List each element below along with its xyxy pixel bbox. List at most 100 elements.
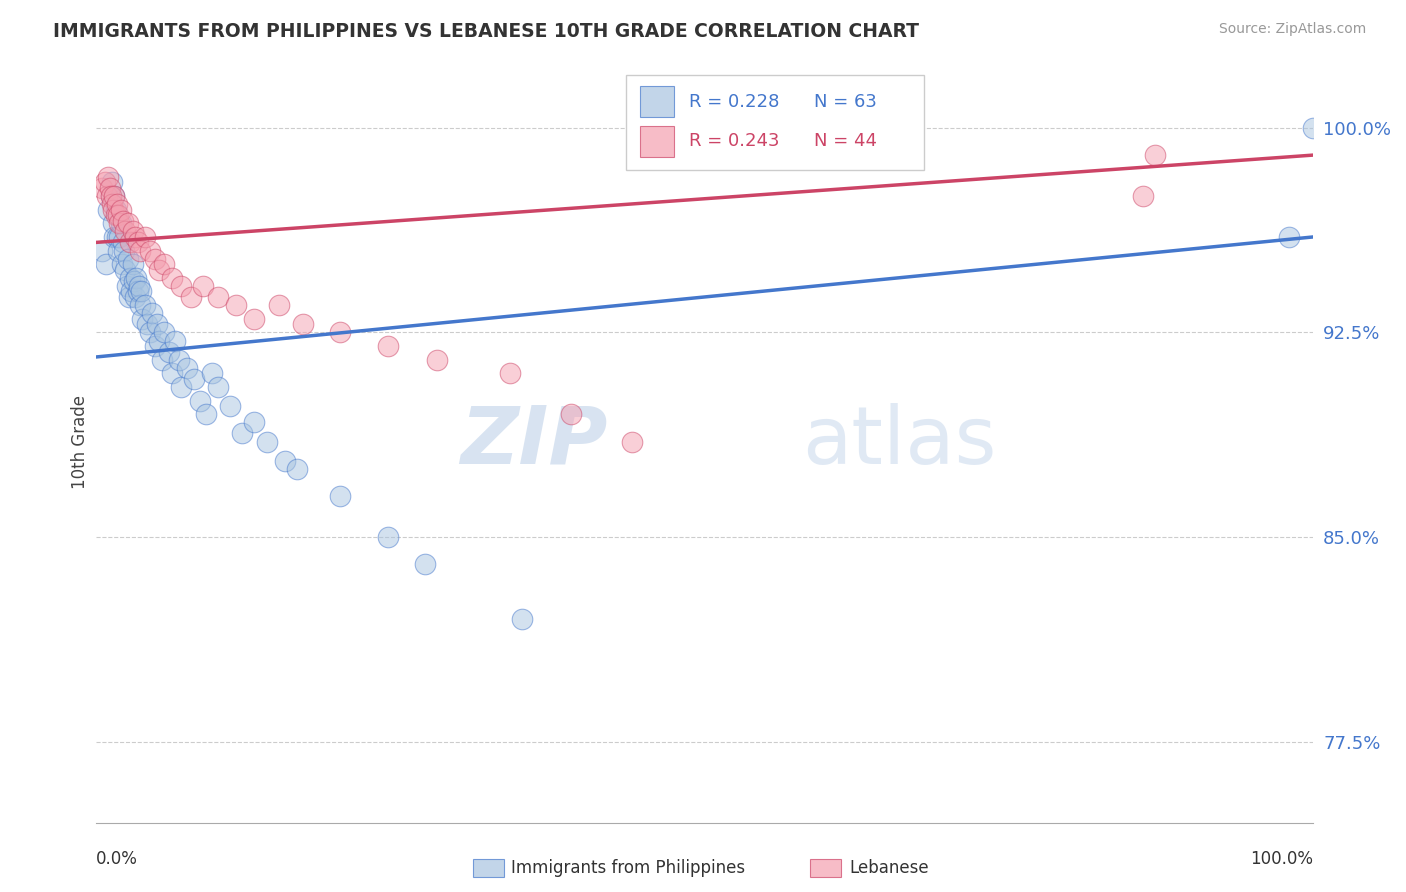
Point <box>153 257 176 271</box>
Text: R = 0.243: R = 0.243 <box>689 132 779 151</box>
Text: IMMIGRANTS FROM PHILIPPINES VS LEBANESE 10TH GRADE CORRELATION CHART: IMMIGRANTS FROM PHILIPPINES VS LEBANESE … <box>53 22 920 41</box>
Point <box>138 244 160 258</box>
Point <box>1302 120 1324 135</box>
Point <box>98 181 121 195</box>
Point <box>105 230 128 244</box>
Text: ZIP: ZIP <box>460 402 607 481</box>
Text: N = 44: N = 44 <box>814 132 877 151</box>
Point <box>499 367 522 381</box>
Point <box>100 189 122 203</box>
Point <box>111 213 134 227</box>
Point <box>121 285 143 299</box>
Text: Immigrants from Philippines: Immigrants from Philippines <box>510 859 745 877</box>
Text: Lebanese: Lebanese <box>849 859 929 877</box>
Text: 0.0%: 0.0% <box>96 850 138 868</box>
Point <box>103 230 125 244</box>
Point <box>1278 230 1301 244</box>
Point <box>108 230 131 244</box>
Point <box>114 262 136 277</box>
Point <box>148 334 170 348</box>
Point <box>131 311 153 326</box>
Point <box>138 326 160 340</box>
Point <box>292 317 315 331</box>
Point <box>377 339 399 353</box>
Point <box>101 197 124 211</box>
Point <box>108 216 131 230</box>
Point <box>110 202 132 217</box>
Text: R = 0.228: R = 0.228 <box>689 93 779 111</box>
Point <box>150 352 173 367</box>
Point <box>103 189 125 203</box>
Point <box>121 224 143 238</box>
Point <box>170 380 193 394</box>
Point <box>110 216 132 230</box>
Point <box>104 202 127 217</box>
Point <box>111 257 134 271</box>
Point <box>134 230 156 244</box>
Text: N = 63: N = 63 <box>814 93 877 111</box>
Point <box>194 407 217 421</box>
Point <box>125 270 148 285</box>
Bar <box>640 126 675 157</box>
Point <box>134 298 156 312</box>
Point <box>93 175 115 189</box>
Point <box>129 285 152 299</box>
Point <box>127 285 149 299</box>
Point <box>219 399 242 413</box>
Text: atlas: atlas <box>801 402 997 481</box>
Point <box>104 208 127 222</box>
Point <box>111 235 134 250</box>
Point <box>167 352 190 367</box>
Point <box>120 270 142 285</box>
Point <box>148 262 170 277</box>
Point <box>129 298 152 312</box>
Point <box>128 279 150 293</box>
Point <box>122 274 145 288</box>
Point <box>129 244 152 258</box>
Point <box>146 317 169 331</box>
Point <box>225 298 247 312</box>
Point <box>107 208 129 222</box>
Point <box>103 202 125 217</box>
Point <box>117 252 139 266</box>
Point <box>165 334 187 348</box>
Point <box>329 489 352 503</box>
Point <box>256 434 278 449</box>
Point <box>143 339 166 353</box>
Point <box>274 453 297 467</box>
Point <box>97 202 120 217</box>
Point <box>100 189 122 203</box>
Point <box>103 216 125 230</box>
Point <box>114 224 136 238</box>
Point <box>160 367 183 381</box>
Point <box>207 290 229 304</box>
Point <box>267 298 290 312</box>
Point <box>101 175 124 189</box>
Point <box>243 416 266 430</box>
Point <box>170 279 193 293</box>
Point <box>180 290 202 304</box>
Point <box>141 306 163 320</box>
Point <box>121 257 143 271</box>
Point <box>377 530 399 544</box>
Point <box>117 216 139 230</box>
Point <box>329 326 352 340</box>
Point <box>157 344 180 359</box>
Point <box>91 181 114 195</box>
Point <box>183 372 205 386</box>
Point <box>115 279 138 293</box>
Point <box>188 393 211 408</box>
Point <box>97 169 120 184</box>
Point <box>103 189 125 203</box>
Point <box>124 230 146 244</box>
Point <box>96 189 118 203</box>
Point <box>560 407 582 421</box>
Point <box>112 244 135 258</box>
Text: Source: ZipAtlas.com: Source: ZipAtlas.com <box>1219 22 1367 37</box>
Point <box>176 360 198 375</box>
Point <box>510 612 533 626</box>
Point <box>243 311 266 326</box>
Point <box>105 197 128 211</box>
Point <box>1132 189 1154 203</box>
Point <box>201 367 224 381</box>
